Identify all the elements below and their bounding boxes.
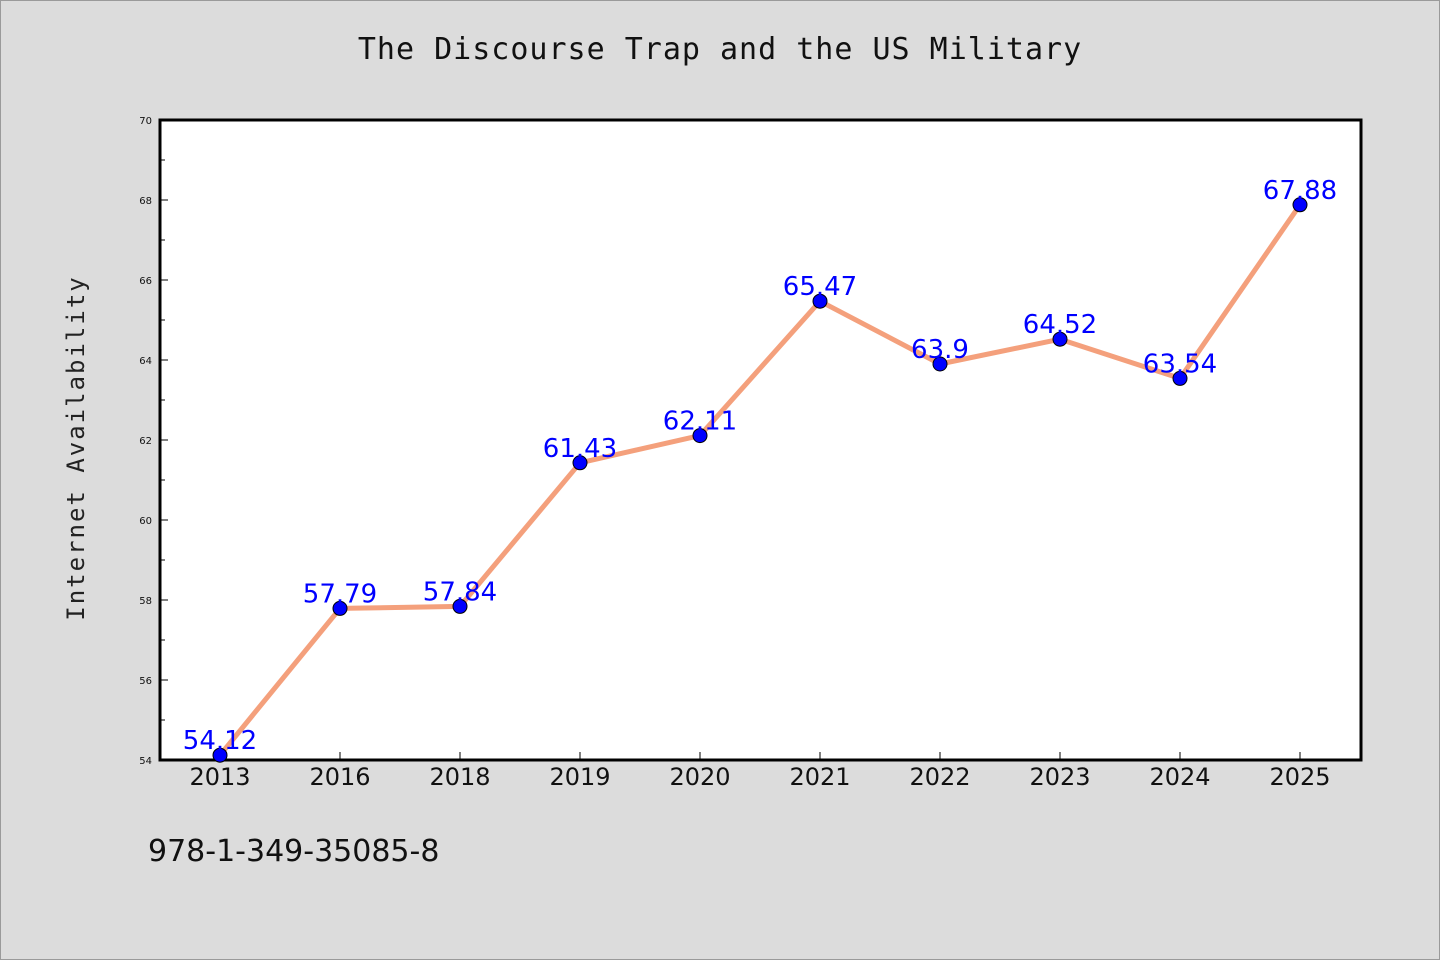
data-point — [932, 356, 948, 372]
y-tick-label: 64 — [139, 356, 152, 367]
y-tick-label: 54 — [139, 756, 152, 767]
data-point — [692, 428, 708, 444]
x-tick-label: 2013 — [189, 763, 250, 791]
isbn-text: 978-1-349-35085-8 — [148, 834, 440, 869]
y-tick-label: 70 — [139, 116, 152, 127]
series-group — [212, 197, 1308, 763]
data-point — [332, 600, 348, 616]
data-point — [1052, 331, 1068, 347]
x-tick-label: 2018 — [429, 763, 490, 791]
x-tick-label: 2025 — [1269, 763, 1330, 791]
x-axis: 2013 2016 2018 2019 2020 2021 2022 2023 2024 2025 — [189, 752, 1331, 791]
y-tick-label: 68 — [139, 196, 152, 207]
data-point — [812, 293, 828, 309]
x-tick-label: 2019 — [549, 763, 610, 791]
data-point — [452, 598, 468, 614]
chart-title: The Discourse Trap and the US Military — [357, 32, 1083, 67]
y-axis: 54 56 58 60 62 64 66 68 70 — [139, 116, 168, 767]
data-label: 67.88 — [1263, 176, 1337, 206]
x-tick-label: 2021 — [789, 763, 850, 791]
x-tick-label: 2022 — [909, 763, 970, 791]
data-point — [1292, 197, 1308, 213]
data-label: 63.9 — [911, 335, 969, 365]
y-tick-label: 58 — [139, 596, 152, 607]
y-tick-label: 60 — [139, 516, 152, 527]
data-label: 64.52 — [1023, 310, 1097, 340]
data-label: 57.79 — [303, 579, 377, 609]
data-label: 65.47 — [783, 272, 857, 302]
data-label: 57.84 — [423, 577, 497, 607]
series-line — [217, 202, 1303, 758]
y-tick-label: 62 — [139, 436, 152, 447]
data-label: 63.54 — [1143, 349, 1217, 379]
y-tick-label: 66 — [139, 276, 152, 287]
x-tick-label: 2024 — [1149, 763, 1210, 791]
x-tick-label: 2016 — [309, 763, 370, 791]
x-tick-label: 2023 — [1029, 763, 1090, 791]
data-labels: 54.12 57.79 57.84 61.43 62.11 65.47 63.9 64.52 6… — [183, 176, 1337, 756]
data-point — [212, 747, 228, 763]
x-tick-label: 2020 — [669, 763, 730, 791]
data-point — [572, 455, 588, 471]
data-label: 62.11 — [663, 407, 737, 437]
plot-area — [158, 118, 1363, 762]
data-label: 61.43 — [543, 434, 617, 464]
data-label: 54.12 — [183, 726, 257, 756]
y-tick-label: 56 — [139, 676, 152, 687]
data-point — [1172, 370, 1188, 386]
